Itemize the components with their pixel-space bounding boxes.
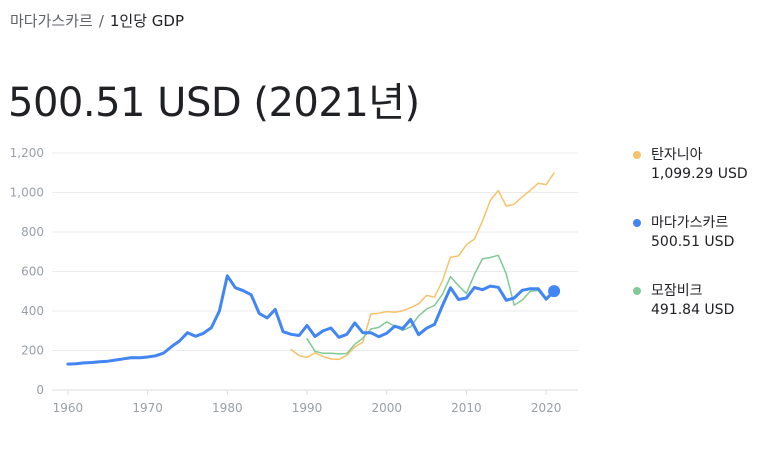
- y-tick-label: 0: [36, 383, 44, 397]
- x-tick-label: 1970: [132, 401, 163, 415]
- legend-name-tanzania: 탄자니아: [651, 147, 703, 163]
- y-tick-label: 200: [21, 344, 44, 358]
- legend-item-tanzania[interactable]: 탄자니아 1,099.29 USD: [633, 146, 761, 184]
- mozambique-series-line: [306, 254, 555, 355]
- legend-name-mozambique: 모잠비크: [651, 283, 703, 299]
- x-tick-label: 1990: [292, 401, 323, 415]
- legend-value-tanzania: 1,099.29 USD: [651, 166, 748, 182]
- legend-dot-tanzania: [633, 151, 641, 159]
- chart-legend: 탄자니아 1,099.29 USD 마다가스카르 500.51 USD 모잠비크…: [633, 146, 761, 350]
- legend-name-madagascar: 마다가스카르: [651, 215, 729, 231]
- x-tick-label: 1980: [212, 401, 243, 415]
- y-tick-label: 400: [21, 304, 44, 318]
- madagascar-latest-point: [548, 285, 561, 298]
- legend-item-madagascar[interactable]: 마다가스카르 500.51 USD: [633, 214, 761, 252]
- y-tick-label: 800: [21, 225, 44, 239]
- madagascar-series-line: [66, 274, 556, 366]
- legend-dot-mozambique: [633, 287, 641, 295]
- tanzania-series-line: [290, 172, 555, 361]
- gdp-line-chart[interactable]: 0 200 400 600 800 1,000 1,200 1960 1970 1980 1990 2…: [0, 140, 600, 430]
- breadcrumb-parent-link[interactable]: 마다가스카르: [10, 12, 93, 30]
- legend-value-mozambique: 491.84 USD: [651, 302, 735, 318]
- legend-item-mozambique[interactable]: 모잠비크 491.84 USD: [633, 282, 761, 320]
- x-tick-label: 2000: [371, 401, 402, 415]
- legend-dot-madagascar: [633, 219, 641, 227]
- y-tick-label: 600: [21, 265, 44, 279]
- y-tick-label: 1,200: [10, 146, 44, 160]
- breadcrumb-separator: /: [98, 12, 104, 30]
- headline-value: 500.51 USD (2021년): [8, 80, 420, 126]
- x-tick-label: 1960: [53, 401, 84, 415]
- x-tick-label: 2010: [451, 401, 482, 415]
- y-tick-label: 1,000: [10, 186, 44, 200]
- breadcrumb: 마다가스카르 / 1인당 GDP: [10, 10, 184, 31]
- legend-value-madagascar: 500.51 USD: [651, 234, 735, 250]
- x-tick-label: 2020: [531, 401, 562, 415]
- breadcrumb-current: 1인당 GDP: [109, 12, 185, 30]
